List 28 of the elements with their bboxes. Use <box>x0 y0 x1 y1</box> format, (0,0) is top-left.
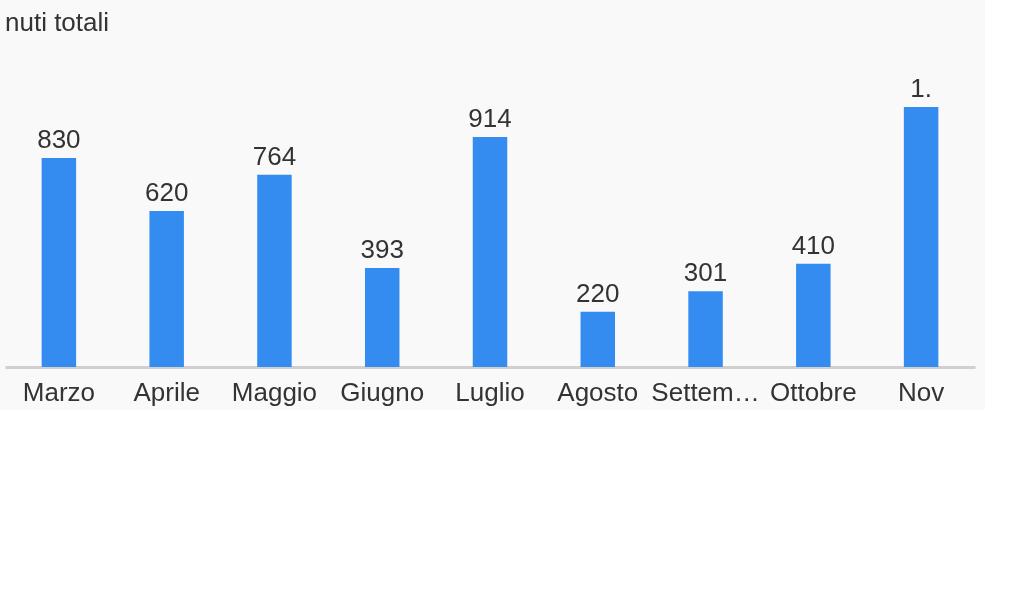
bar <box>257 174 292 367</box>
data-label: 220 <box>576 277 620 308</box>
x-tick-label: Marzo <box>22 376 96 407</box>
data-label: 830 <box>37 124 81 155</box>
bar <box>580 311 616 367</box>
x-tick-label: Settem… <box>651 376 760 407</box>
data-label: 764 <box>252 140 297 171</box>
x-tick-label: Aprile <box>133 376 200 407</box>
x-tick-label: Ottobre <box>769 376 857 407</box>
x-tick-label: Giugno <box>340 376 425 407</box>
data-label: 301 <box>683 257 728 288</box>
x-tick-label: Luglio <box>455 376 525 407</box>
bar <box>364 268 400 367</box>
bar <box>472 136 508 367</box>
bar <box>149 210 184 367</box>
bar <box>41 158 77 367</box>
data-label: 914 <box>468 102 512 133</box>
chart-title: nuti totali <box>5 7 110 37</box>
bar <box>903 107 939 367</box>
data-label: 620 <box>144 176 189 207</box>
bar <box>796 263 831 367</box>
x-tick-label: Nov <box>897 376 945 407</box>
x-tick-label: Agosto <box>557 376 639 407</box>
bar <box>688 291 723 367</box>
annotation: 1. <box>910 73 932 103</box>
data-label: 410 <box>791 229 836 260</box>
data-label: 393 <box>360 234 404 265</box>
x-tick-label: Maggio <box>231 376 318 407</box>
